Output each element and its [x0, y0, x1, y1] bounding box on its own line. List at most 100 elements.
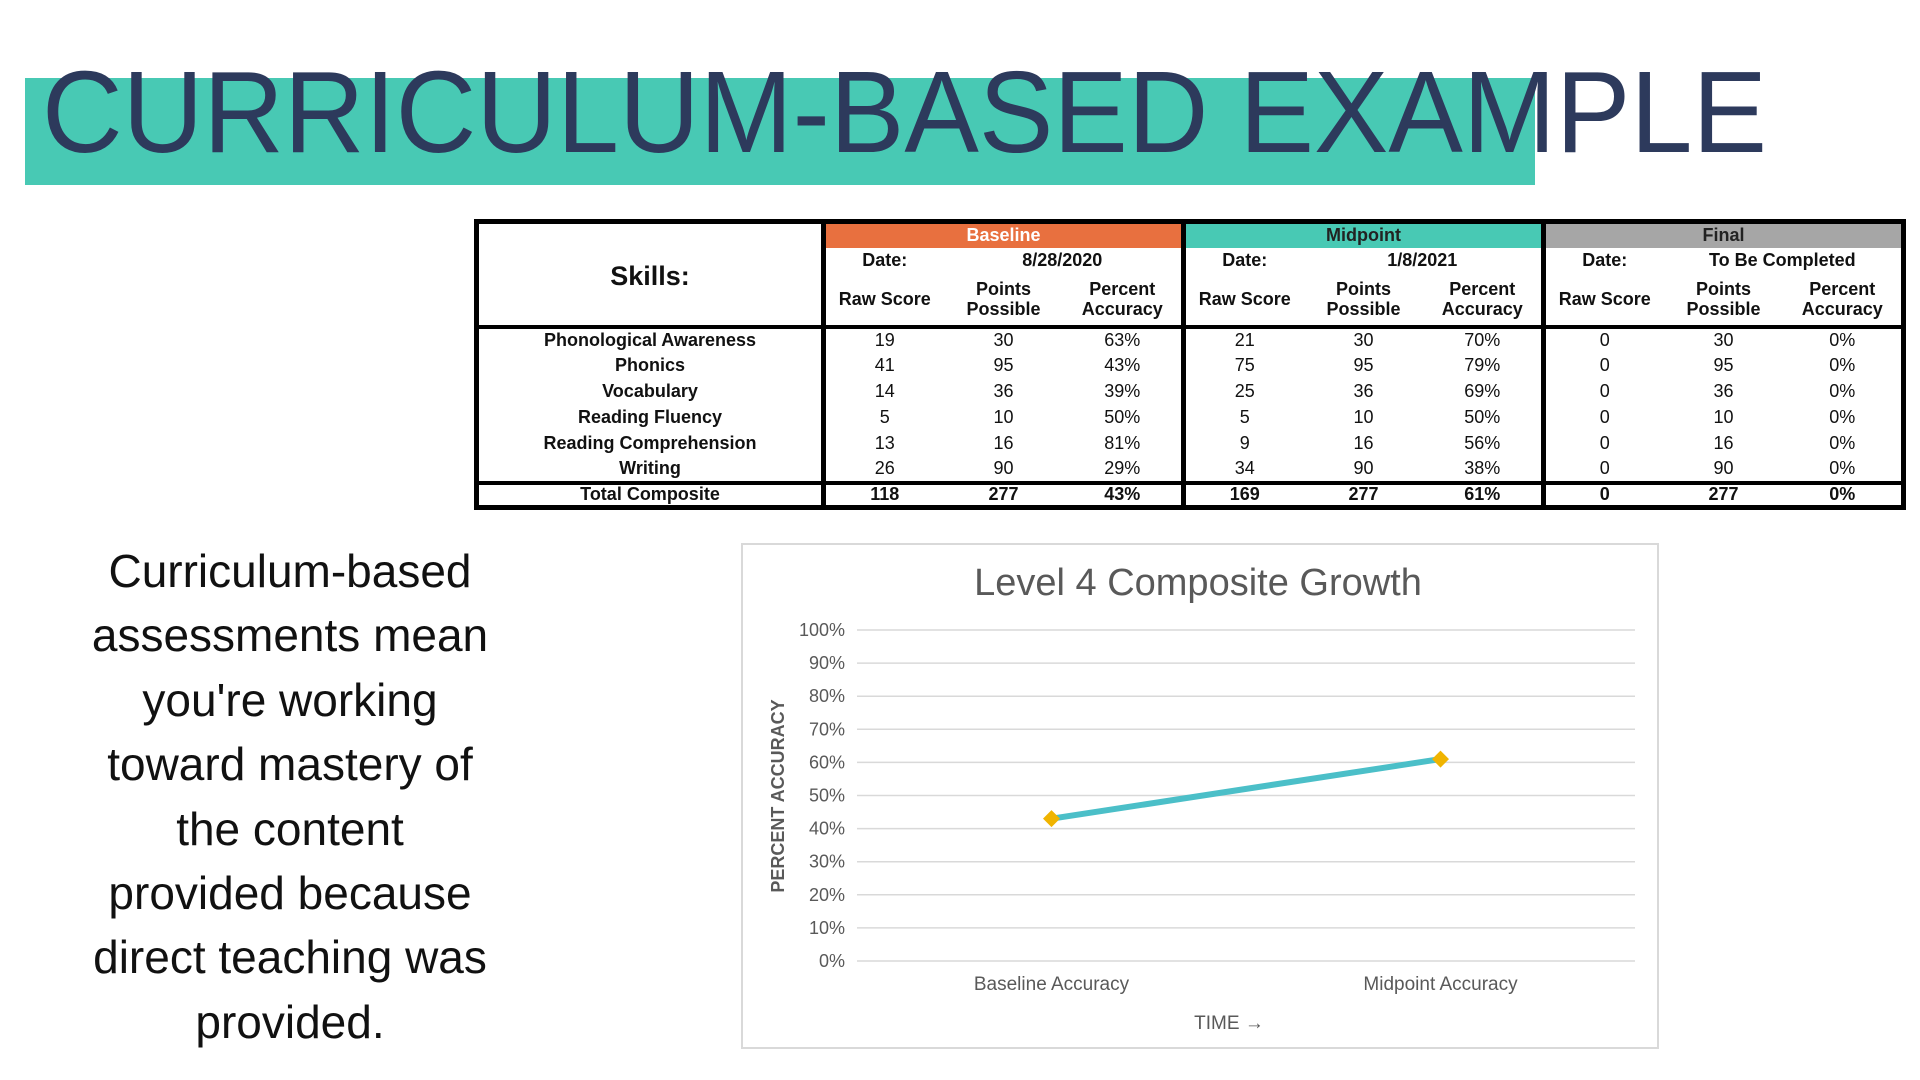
total-cell: 61%: [1423, 480, 1544, 508]
score-cell: 0%: [1829, 380, 1856, 401]
body-line: provided.: [195, 995, 385, 1048]
score-cell: 0%: [1829, 354, 1856, 375]
total-cell: 169: [1181, 480, 1304, 508]
skill-name: Phonics: [614, 354, 685, 375]
score-cell: 5: [1181, 404, 1304, 431]
data-line: [1051, 756, 1441, 822]
score-cell: 81%: [1104, 432, 1141, 453]
column-header: Raw Score: [821, 274, 944, 329]
score-cell: 10: [1353, 406, 1374, 427]
table-row: Total Composite 118 277 43% 169 277 61% 0 277 0%: [476, 480, 1904, 508]
chart: Level 4 Composite Growth 0% 10% 20% 30% 40% 50…: [768, 562, 1635, 1034]
score-cell: 13: [821, 430, 944, 457]
skills-header: Skills:: [476, 221, 824, 329]
body-line: the content: [176, 802, 404, 855]
score-cell: 43%: [1104, 354, 1141, 375]
column-header: Percent Accuracy: [1423, 274, 1544, 329]
body-line: provided because: [108, 867, 472, 920]
body-line: direct teaching was: [93, 931, 487, 984]
y-tick-label: 40%: [809, 819, 845, 839]
date-value: To Be Completed: [1708, 250, 1856, 271]
title-band: [25, 78, 1535, 185]
score-table: Skills: Baseline Midpoint Final Date: 8/28/20…: [474, 219, 1907, 510]
score-cell: 95: [1353, 354, 1374, 375]
table-row: Phonological Awareness 19 30 63% 21 30 70% 0 30 0…: [477, 326, 1904, 353]
skill-name: Reading Fluency: [577, 406, 723, 427]
slide-title: CURRICULUM-BASED EXAMPLE: [42, 47, 1767, 177]
body-line: Curriculum-based: [108, 545, 472, 597]
y-tick-label: 60%: [809, 752, 845, 772]
x-tick-label: Baseline Accuracy: [974, 974, 1130, 995]
score-cell: 0: [1541, 430, 1664, 457]
body-line: assessments mean: [91, 609, 489, 662]
score-cell: 25: [1181, 378, 1304, 405]
skill-name: Writing: [619, 457, 681, 478]
total-label: Total Composite: [476, 480, 824, 508]
date-value: 8/28/2020: [1022, 250, 1103, 271]
score-cell: 0%: [1829, 406, 1856, 427]
y-tick-label: 20%: [809, 885, 845, 905]
table-row: Skills: Baseline Midpoint Final: [476, 221, 1904, 329]
y-tick-label: 70%: [809, 719, 845, 739]
y-tick-label: 100%: [799, 620, 845, 640]
score-cell: 5: [821, 404, 944, 431]
score-cell: 36: [993, 380, 1014, 401]
body-line: you're working: [142, 673, 438, 726]
total-cell: 0%: [1783, 480, 1904, 508]
data-point: [1043, 810, 1060, 828]
y-tick-label: 90%: [809, 653, 845, 673]
date-label: Date:: [1541, 247, 1664, 275]
skill-name: Reading Comprehension: [543, 432, 757, 453]
x-axis-label: TIME →: [1194, 1013, 1264, 1034]
score-cell: 79%: [1464, 354, 1501, 375]
column-header: Raw Score: [1181, 274, 1304, 329]
date-label: Date:: [821, 247, 944, 275]
table-row: Reading Fluency 5 10 50% 5 10 50% 0 10 0%: [477, 404, 1904, 431]
score-cell: 36: [1353, 380, 1374, 401]
group-header: Final: [1541, 221, 1904, 248]
column-header: Percent Accuracy: [1783, 274, 1904, 329]
group-header: Midpoint: [1181, 221, 1544, 248]
score-cell: 9: [1181, 430, 1304, 457]
skill-name: Phonological Awareness: [543, 329, 757, 350]
column-header: Points Possible: [1663, 274, 1784, 329]
date-label: Date:: [1181, 247, 1304, 275]
y-tick-label: 0%: [819, 951, 845, 971]
table-row: Phonics 41 95 43% 75 95 79% 0 95 0%: [477, 352, 1904, 379]
table-row: Raw Score Points Possible Percent Accuracy…: [477, 274, 1904, 329]
y-tick-label: 50%: [809, 786, 845, 806]
table-row: Writing 26 90 29% 34 90 38% 0 90 0%: [477, 456, 1904, 483]
score-cell: 36: [1713, 380, 1734, 401]
score-cell: 10: [1713, 406, 1734, 427]
score-cell: 26: [821, 456, 944, 483]
score-cell: 38%: [1464, 457, 1501, 478]
y-tick-label: 30%: [809, 852, 845, 872]
score-cell: 0%: [1829, 457, 1856, 478]
score-cell: 90: [1353, 457, 1374, 478]
score-cell: 0: [1541, 456, 1664, 483]
data-point: [1432, 750, 1449, 768]
group-header: Baseline: [820, 221, 1184, 248]
score-cell: 90: [1713, 457, 1734, 478]
score-cell: 50%: [1104, 406, 1141, 427]
score-cell: 0: [1541, 378, 1664, 405]
table-row: Date: 8/28/2020 Date: 1/8/2021 Date: To Be Co…: [477, 247, 1904, 275]
score-cell: 95: [993, 354, 1014, 375]
score-cell: 56%: [1464, 432, 1501, 453]
score-cell: 0: [1541, 326, 1664, 353]
score-cell: 29%: [1104, 457, 1141, 478]
body-line: toward mastery of: [107, 738, 473, 791]
score-cell: 0: [1541, 404, 1664, 431]
body-text: Curriculum-based assessments mean you're w…: [40, 539, 540, 1054]
table-row: Reading Comprehension 13 16 81% 9 16 56% 0 16 0%: [477, 430, 1904, 457]
score-cell: 95: [1713, 354, 1734, 375]
total-cell: 118: [821, 480, 944, 508]
y-tick-label: 80%: [809, 686, 845, 706]
y-axis-label: PERCENT ACCURACY: [768, 699, 788, 892]
total-cell: 277: [1303, 480, 1424, 508]
score-cell: 34: [1181, 456, 1304, 483]
score-cell: 69%: [1464, 380, 1501, 401]
score-cell: 16: [993, 432, 1014, 453]
